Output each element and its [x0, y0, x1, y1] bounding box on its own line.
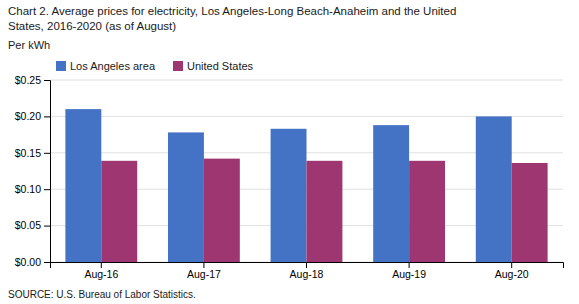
x-axis: Aug-16 Aug-17 Aug-18 Aug-19 Aug-20 [51, 262, 564, 280]
bar [307, 161, 343, 262]
x-tick: Aug-17 [187, 262, 221, 280]
x-tick: Aug-20 [495, 262, 529, 280]
x-tick: Aug-19 [392, 262, 426, 280]
bar [168, 132, 204, 262]
x-tick: Aug-16 [84, 262, 118, 280]
x-tick-mark [101, 262, 102, 268]
y-tick-mark [44, 262, 50, 263]
y-tick: $0.10 [15, 183, 50, 195]
y-tick-mark [44, 80, 50, 81]
legend-label: Los Angeles area [70, 60, 156, 72]
y-tick: $0.05 [15, 219, 50, 231]
grid-line [50, 80, 563, 81]
legend-swatch [56, 61, 66, 71]
y-tick-mark [44, 189, 50, 190]
x-tick-label: Aug-16 [84, 268, 118, 280]
y-tick-label: $0.25 [15, 74, 41, 86]
x-tick-label: Aug-17 [187, 268, 221, 280]
legend-swatch [173, 61, 183, 71]
bars [65, 109, 547, 262]
x-axis-line [51, 263, 564, 269]
y-tick: $0.25 [15, 74, 50, 86]
legend: Los Angeles area United States [56, 60, 254, 72]
bar-series [101, 159, 547, 262]
y-tick-mark [44, 116, 50, 117]
title: Chart 2. Average prices for electricity,… [8, 5, 456, 17]
bar [204, 159, 240, 262]
y-tick-label: $0.05 [15, 219, 41, 231]
bar [409, 161, 445, 262]
bar-series [65, 109, 511, 262]
legend-label: United States [187, 60, 254, 72]
y-tick-mark [44, 226, 50, 227]
y-tick-label: $0.15 [15, 147, 41, 159]
bar [476, 116, 512, 262]
bar [373, 125, 409, 262]
x-tick-mark [409, 262, 410, 268]
chart: Chart 2. Average prices for electricity,… [0, 0, 579, 304]
y-tick-mark [44, 153, 50, 154]
y-axis-label: Per kWh [8, 39, 50, 51]
x-tick-mark [511, 262, 512, 268]
x-tick-mark [306, 262, 307, 268]
bar [512, 163, 548, 262]
y-tick-label: $0.20 [15, 110, 41, 122]
legend-item: Los Angeles area [56, 60, 156, 72]
y-axis-line [44, 81, 51, 263]
bar [65, 109, 101, 262]
x-tick-label: Aug-20 [495, 268, 529, 280]
y-tick: $0.00 [15, 256, 50, 268]
x-tick-mark [203, 262, 204, 268]
y-tick-label: $0.00 [15, 256, 41, 268]
x-tick-label: Aug-18 [290, 268, 324, 280]
title: States, 2016-2020 (as of August) [8, 20, 176, 32]
bar [271, 129, 307, 262]
y-tick-label: $0.10 [15, 183, 41, 195]
grid [50, 80, 563, 262]
x-tick-label: Aug-19 [392, 268, 426, 280]
y-tick: $0.15 [15, 147, 50, 159]
plot: $0.00$0.05$0.10$0.15$0.20$0.25Aug-16Aug-… [15, 74, 564, 281]
y-axis: $0.00 $0.05 $0.10 $0.15 $0.20 $0.25 [15, 74, 51, 268]
y-tick: $0.20 [15, 110, 50, 122]
x-tick: Aug-18 [290, 262, 324, 280]
annotation: SOURCE: U.S. Bureau of Labor Statistics. [8, 289, 196, 300]
legend-item: United States [173, 60, 254, 72]
bar [101, 161, 137, 262]
